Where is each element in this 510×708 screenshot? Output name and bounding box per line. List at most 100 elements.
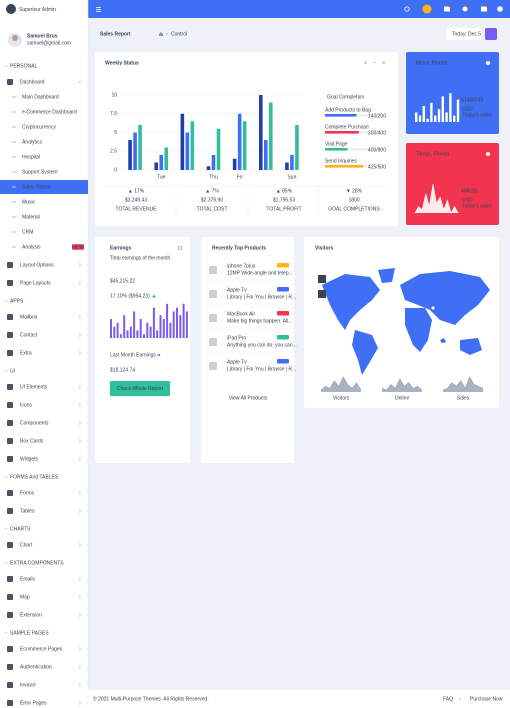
menu-item[interactable]: Chart <box>20 542 33 548</box>
date-box[interactable] <box>446 28 481 40</box>
menu-item[interactable]: Layout Options <box>20 262 54 268</box>
page-title: Sales Report <box>100 31 131 37</box>
product-image <box>209 290 217 298</box>
product-name[interactable]: MacBook Air <box>227 311 255 317</box>
city-area-fill <box>415 184 459 213</box>
settings-icon[interactable] <box>177 245 183 251</box>
menu-item[interactable]: Forms <box>20 490 35 496</box>
chevron <box>78 403 81 407</box>
menu-item[interactable]: Dashboard <box>20 79 45 85</box>
goal-label: Complete Purchase <box>325 124 369 130</box>
stat-change: ▲ 17% <box>128 188 145 194</box>
city-bar <box>441 96 444 122</box>
product-desc: Library | For You | Browse | R... <box>227 294 296 300</box>
earnings-bar <box>146 322 149 338</box>
badge <box>72 244 84 250</box>
date-button[interactable] <box>485 28 497 40</box>
submenu-item[interactable]: Support System <box>22 169 58 175</box>
active-item <box>0 180 88 194</box>
menu-item[interactable]: Mailbox <box>20 314 38 320</box>
bell-icon[interactable] <box>462 6 468 12</box>
section-title: SAMPLE PAGES <box>10 630 49 636</box>
submenu-item[interactable]: Analytics <box>22 139 43 145</box>
menu-item[interactable]: Ecommerce Pages <box>20 646 63 652</box>
card-controls[interactable] <box>363 60 386 65</box>
city-icon[interactable] <box>486 152 490 156</box>
submenu-item[interactable]: Hospital <box>22 154 40 160</box>
notification-dot <box>466 4 470 8</box>
earnings-subtitle: Total earnings of the month <box>110 255 171 261</box>
copyright: © 2021 Multi-Purpose Themes. All Rights … <box>93 695 209 702</box>
city-bar <box>430 102 433 122</box>
cart-icon[interactable] <box>481 6 487 12</box>
menu-toggle[interactable] <box>96 7 101 12</box>
mail-icon[interactable] <box>444 6 450 12</box>
submenu-item[interactable]: Main Dashboard <box>22 94 59 100</box>
x-tick-label: Tue <box>157 174 166 180</box>
earnings-bar <box>126 330 129 338</box>
city-card <box>406 52 499 134</box>
bar <box>154 162 159 170</box>
menu-item[interactable]: Map <box>20 594 30 600</box>
city-bar <box>426 118 429 122</box>
product-name[interactable]: Apple Tv <box>227 287 247 293</box>
menu-item[interactable]: Error Pages <box>20 700 47 706</box>
zoom-out[interactable] <box>318 290 326 298</box>
home-icon[interactable] <box>159 32 163 36</box>
product-name[interactable]: iPad Pro <box>227 335 246 341</box>
earnings-bar <box>136 330 139 338</box>
product-name[interactable]: Apple Tv <box>227 359 247 365</box>
chevron <box>78 333 81 337</box>
menu-item[interactable]: Emails <box>20 576 36 582</box>
footer-link[interactable]: FAQ <box>443 696 453 702</box>
menu-item[interactable]: Contact <box>20 332 38 338</box>
menu-item[interactable]: Extra <box>20 350 32 356</box>
menu-item[interactable]: Authentication <box>20 664 52 670</box>
menu-item[interactable]: Widgets <box>20 456 39 462</box>
product-image <box>209 266 217 274</box>
product-name[interactable]: iphone 7plus <box>227 263 256 269</box>
submenu-item[interactable]: Material <box>22 214 40 220</box>
map-marker[interactable] <box>430 305 436 311</box>
earnings-amount: $45,215.22 <box>110 278 135 284</box>
menu-item[interactable]: Components <box>20 420 49 426</box>
city-bar <box>418 115 422 122</box>
card <box>201 237 294 463</box>
chevron <box>78 385 81 389</box>
menu-item[interactable]: Page Layouts <box>20 280 51 286</box>
submenu-item[interactable]: CRM <box>22 229 33 235</box>
view-all-link[interactable]: View All Products <box>229 395 268 401</box>
submenu-item[interactable]: Cryptocurrency <box>22 124 56 130</box>
footer-link[interactable]: Purchase Now <box>470 696 503 702</box>
menu-item[interactable]: Icons <box>20 402 32 408</box>
submenu-item[interactable]: Sales Report <box>22 184 52 190</box>
menu-item[interactable]: Extension <box>20 612 42 618</box>
earnings-bar <box>159 315 162 338</box>
city-currency: USD <box>462 106 473 112</box>
search-icon[interactable] <box>404 6 410 12</box>
menu-item[interactable]: UI Elements <box>20 384 48 390</box>
submenu-item[interactable]: Music <box>22 199 36 205</box>
chevron <box>78 701 81 705</box>
city-bar <box>437 109 441 122</box>
settings-icon[interactable] <box>497 6 503 12</box>
product-badge <box>277 335 289 340</box>
avatar-icon[interactable] <box>422 4 432 14</box>
menu-item[interactable]: Tables <box>20 508 35 514</box>
city-caption: Today's sales <box>462 203 492 209</box>
submenu-item[interactable]: e-Commerce Dashboard <box>22 109 77 115</box>
footer-separator <box>459 698 461 700</box>
product-desc: Make big things happen. All... <box>227 318 292 324</box>
chevron <box>77 80 82 83</box>
menu-item[interactable]: Invoice <box>20 682 36 688</box>
report-button[interactable] <box>110 381 170 396</box>
city-icon[interactable] <box>486 61 490 65</box>
breadcrumb[interactable]: Control <box>171 31 187 37</box>
zoom-in[interactable] <box>318 275 326 283</box>
card-title: Visitors <box>315 245 333 251</box>
report-button-label[interactable]: Check Whole Report <box>117 386 164 392</box>
menu-item[interactable]: Box Cards <box>20 438 44 444</box>
submenu-item[interactable]: Analysis <box>22 244 41 250</box>
bar <box>190 121 195 170</box>
